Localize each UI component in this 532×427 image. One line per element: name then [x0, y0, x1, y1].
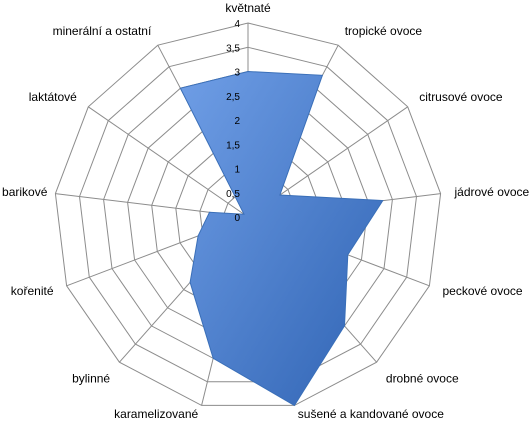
- tick-label-5: 2,5: [226, 92, 240, 103]
- category-label-11: laktátové: [29, 90, 77, 104]
- category-label-7: karamelizované: [114, 407, 198, 421]
- category-labels: květnaté tropické ovoce citrusové ovoce jád…: [2, 1, 529, 421]
- tick-label-0: 0: [234, 213, 240, 224]
- grid-ring-8: [54, 22, 442, 406]
- series-layer: [179, 70, 384, 407]
- tick-label-6: 3: [234, 68, 240, 79]
- category-label-3: jádrové ovoce: [454, 185, 530, 199]
- tick-label-8: 4: [234, 19, 240, 30]
- tick-label-4: 2: [234, 116, 240, 127]
- category-label-12: minerální a ostatní: [53, 24, 152, 38]
- category-label-4: peckové ovoce: [443, 284, 523, 298]
- tick-label-7: 3,5: [226, 43, 240, 54]
- tick-label-2: 1: [234, 165, 240, 176]
- tick-label-3: 1,5: [226, 140, 240, 151]
- category-label-0: květnaté: [225, 1, 271, 15]
- spoke-11: [88, 106, 249, 218]
- category-label-10: barikové: [2, 185, 48, 199]
- category-label-2: citrusové ovoce: [419, 90, 503, 104]
- grid-ring-7: [78, 46, 418, 383]
- series-area: [179, 70, 384, 407]
- tick-label-1: 0,5: [226, 189, 240, 200]
- category-label-8: bylinné: [72, 372, 110, 386]
- category-label-9: kořenité: [11, 284, 54, 298]
- category-label-5: drobné ovoce: [386, 372, 459, 386]
- category-label-1: tropické ovoce: [345, 24, 423, 38]
- category-label-6: sušené a kandované ovoce: [298, 407, 444, 421]
- tick-labels: 0 0,5 1 1,5 2 2,5 3 3,5 4: [226, 19, 240, 224]
